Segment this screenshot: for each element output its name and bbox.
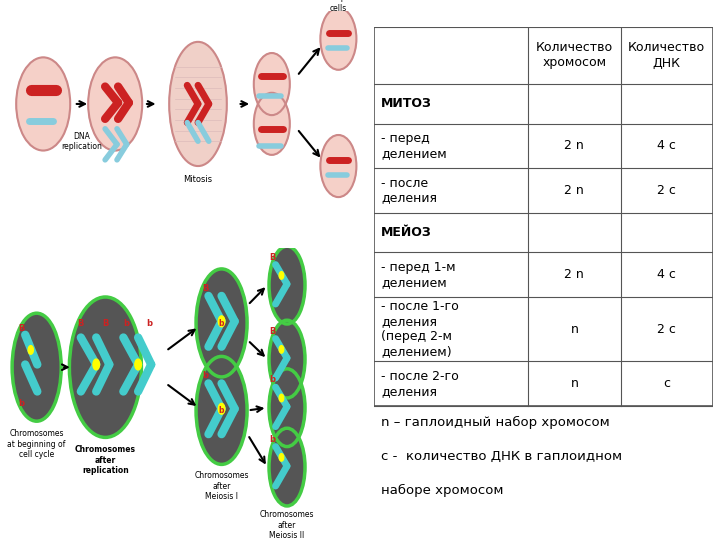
Ellipse shape [196, 269, 247, 377]
Text: 2 c: 2 c [657, 323, 676, 336]
Circle shape [279, 394, 284, 402]
Text: 2 n: 2 n [564, 139, 584, 152]
Text: МИТОЗ: МИТОЗ [381, 97, 432, 110]
Circle shape [218, 403, 225, 414]
Circle shape [279, 346, 284, 353]
Circle shape [17, 57, 71, 151]
Text: Two diploid
cells: Two diploid cells [317, 0, 360, 12]
Text: Mitosis: Mitosis [184, 176, 212, 184]
Circle shape [135, 359, 141, 370]
Text: B: B [202, 285, 208, 293]
Circle shape [89, 57, 142, 151]
Text: наборе хромосом: наборе хромосом [381, 484, 504, 497]
Text: b: b [219, 406, 225, 415]
Ellipse shape [12, 313, 61, 421]
Ellipse shape [196, 356, 247, 464]
Text: - перед 1-м
делением: - перед 1-м делением [381, 261, 456, 289]
Text: - после 2-го
деления: - после 2-го деления [381, 370, 459, 398]
Text: 2 c: 2 c [657, 184, 676, 197]
Text: Chromosomes
at beginning of
cell cycle: Chromosomes at beginning of cell cycle [7, 429, 66, 459]
Text: Chromosomes
after
replication: Chromosomes after replication [75, 446, 136, 475]
Text: Количество
хромосом: Количество хромосом [536, 42, 613, 70]
Circle shape [320, 8, 356, 70]
Ellipse shape [269, 369, 305, 447]
Text: B: B [269, 327, 276, 335]
Ellipse shape [169, 42, 227, 166]
Text: c: c [663, 377, 670, 390]
Text: n: n [570, 323, 578, 336]
Text: МЕЙОЗ: МЕЙОЗ [381, 226, 432, 239]
Text: 4 c: 4 c [657, 139, 676, 152]
Bar [374, 27, 713, 406]
Text: B: B [102, 320, 109, 328]
Text: - перед
делением: - перед делением [381, 132, 447, 160]
Ellipse shape [253, 53, 289, 115]
Text: n: n [570, 377, 578, 390]
Text: b: b [18, 400, 24, 408]
Ellipse shape [269, 428, 305, 506]
Text: b: b [269, 375, 275, 384]
Text: b: b [219, 320, 225, 328]
Text: DNA
replication: DNA replication [61, 132, 102, 151]
Text: B: B [18, 324, 24, 333]
Text: 4 c: 4 c [657, 268, 676, 281]
Ellipse shape [269, 246, 305, 324]
Text: B: B [78, 320, 84, 328]
Ellipse shape [253, 93, 289, 155]
Circle shape [93, 359, 99, 370]
Circle shape [279, 454, 284, 461]
Circle shape [320, 135, 356, 197]
Text: b: b [202, 371, 208, 380]
Circle shape [279, 272, 284, 279]
Ellipse shape [269, 320, 305, 398]
Text: Количество
ДНК: Количество ДНК [628, 42, 705, 70]
Text: - после 1-го
деления
(перед 2-м
делением): - после 1-го деления (перед 2-м делением… [381, 300, 459, 358]
Text: - после
деления: - после деления [381, 177, 437, 205]
Ellipse shape [69, 297, 141, 437]
Text: b: b [147, 320, 153, 328]
Text: b: b [269, 435, 275, 443]
Text: n – гаплоидный набор хромосом: n – гаплоидный набор хромосом [381, 416, 610, 429]
Text: B: B [269, 253, 276, 261]
Circle shape [28, 346, 33, 354]
Circle shape [218, 316, 225, 327]
Text: с -  количество ДНК в гаплоидном: с - количество ДНК в гаплоидном [381, 450, 622, 463]
Text: 2 n: 2 n [564, 184, 584, 197]
Text: Chromosomes
after
Meiosis II: Chromosomes after Meiosis II [260, 510, 314, 540]
Text: b: b [124, 320, 130, 328]
Text: 2 n: 2 n [564, 268, 584, 281]
Text: Chromosomes
after
Meiosis I: Chromosomes after Meiosis I [194, 471, 249, 501]
